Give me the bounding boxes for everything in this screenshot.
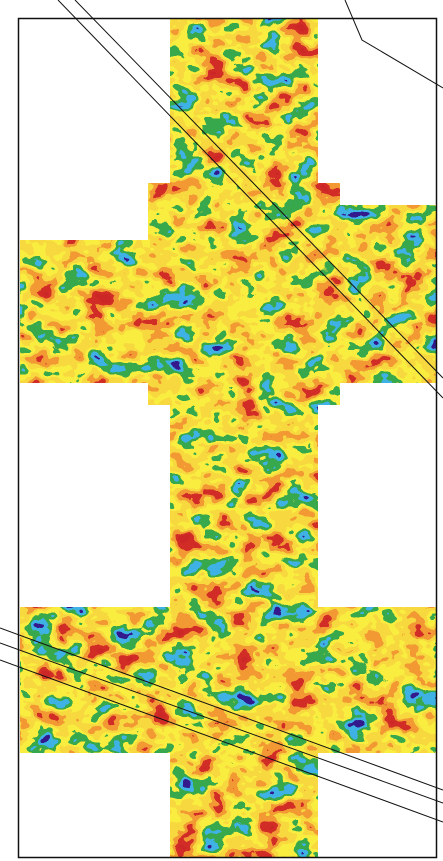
page [0, 0, 443, 861]
survey-map [0, 0, 443, 861]
